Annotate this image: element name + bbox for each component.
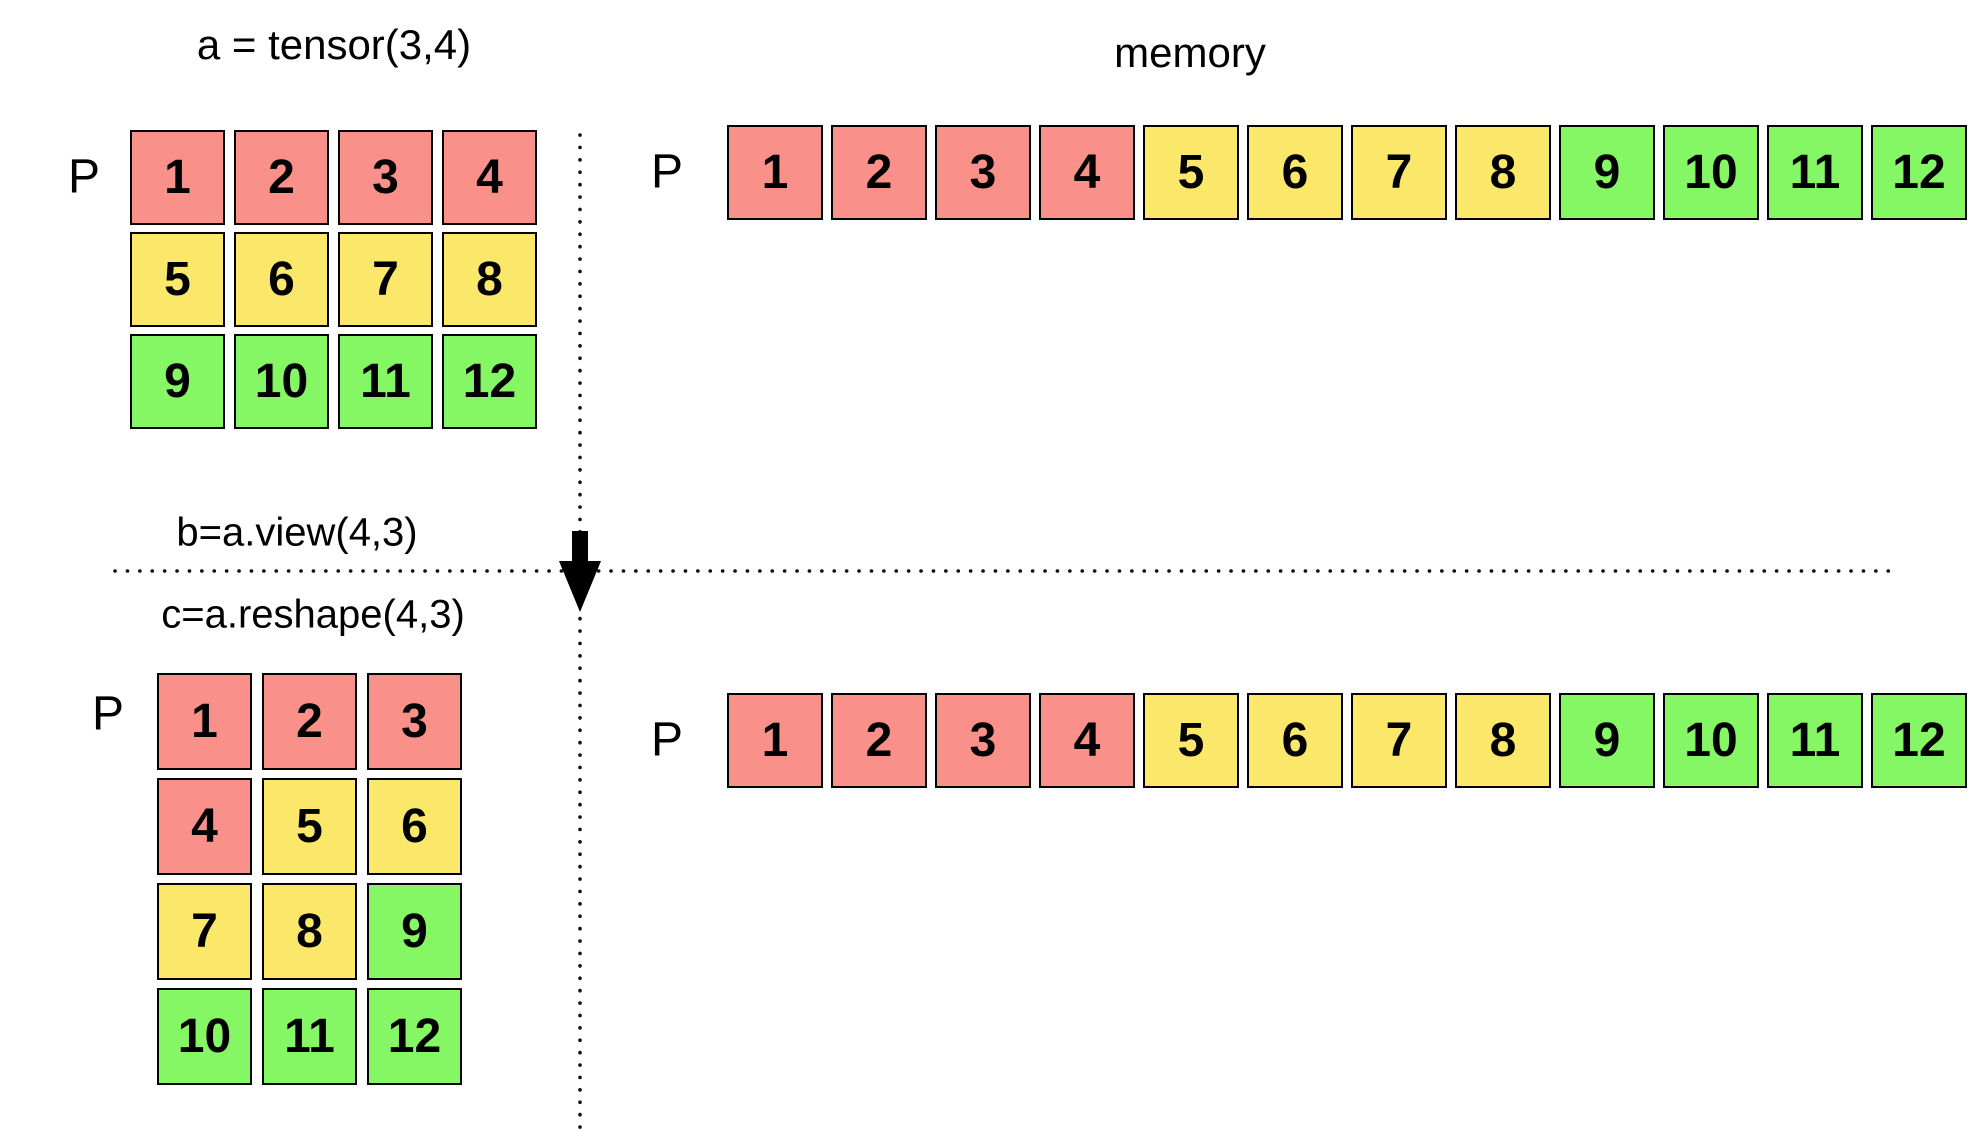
pointer-label-tensor-c: P [91,687,125,741]
cell-12: 12 [442,334,537,429]
cell-4: 4 [442,130,537,225]
cell-5: 5 [262,778,357,875]
cell-10: 10 [234,334,329,429]
view-b-label: b=a.view(4,3) [176,510,418,555]
cell-11: 11 [1767,693,1863,788]
cell-2: 2 [234,130,329,225]
cell-2: 2 [262,673,357,770]
tensor-c-grid: 1 2 3 4 5 6 7 8 9 10 11 12 [157,673,462,1085]
pointer-label-tensor-a: P [67,150,101,204]
cell-9: 9 [1559,125,1655,220]
cell-7: 7 [1351,125,1447,220]
cell-4: 4 [1039,693,1135,788]
cell-12: 12 [1871,125,1967,220]
cell-9: 9 [367,883,462,980]
cell-3: 3 [935,125,1031,220]
cell-2: 2 [831,125,927,220]
cell-6: 6 [367,778,462,875]
cell-11: 11 [338,334,433,429]
cell-3: 3 [367,673,462,770]
pointer-label-memory-top: P [650,145,684,199]
memory-row-bottom: 1 2 3 4 5 6 7 8 9 10 11 12 [727,693,1967,788]
cell-8: 8 [442,232,537,327]
cell-11: 11 [262,988,357,1085]
cell-8: 8 [1455,693,1551,788]
down-arrow-icon [559,531,601,612]
memory-title: memory [1114,29,1266,76]
cell-4: 4 [1039,125,1135,220]
cell-3: 3 [338,130,433,225]
cell-1: 1 [130,130,225,225]
cell-3: 3 [935,693,1031,788]
cell-7: 7 [338,232,433,327]
cell-9: 9 [1559,693,1655,788]
cell-1: 1 [727,693,823,788]
cell-6: 6 [234,232,329,327]
cell-10: 10 [1663,125,1759,220]
reshape-c-label: c=a.reshape(4,3) [161,592,465,637]
cell-12: 12 [367,988,462,1085]
cell-1: 1 [157,673,252,770]
cell-7: 7 [157,883,252,980]
cell-5: 5 [1143,125,1239,220]
tensor-a-title: a = tensor(3,4) [196,21,472,68]
cell-4: 4 [157,778,252,875]
cell-6: 6 [1247,125,1343,220]
cell-6: 6 [1247,693,1343,788]
cell-10: 10 [157,988,252,1085]
cell-11: 11 [1767,125,1863,220]
cell-12: 12 [1871,693,1967,788]
memory-row-top: 1 2 3 4 5 6 7 8 9 10 11 12 [727,125,1967,220]
pointer-label-memory-bottom: P [650,713,684,767]
cell-5: 5 [130,232,225,327]
cell-2: 2 [831,693,927,788]
cell-5: 5 [1143,693,1239,788]
cell-7: 7 [1351,693,1447,788]
cell-1: 1 [727,125,823,220]
cell-9: 9 [130,334,225,429]
cell-8: 8 [262,883,357,980]
tensor-a-grid: 1 2 3 4 5 6 7 8 9 10 11 12 [130,130,537,429]
cell-10: 10 [1663,693,1759,788]
cell-8: 8 [1455,125,1551,220]
